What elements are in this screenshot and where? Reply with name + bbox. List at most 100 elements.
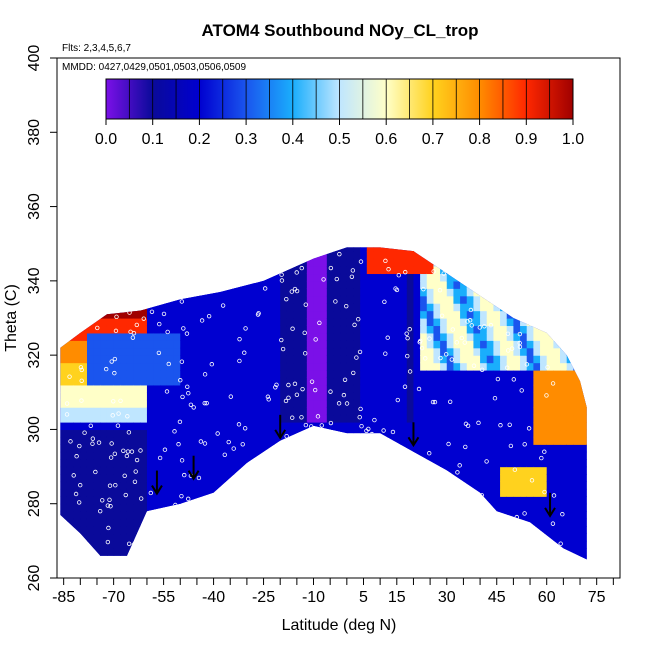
heat-cell (306, 370, 315, 379)
heat-cell (346, 414, 355, 423)
heat-cell (86, 496, 95, 505)
heat-cell (160, 340, 168, 349)
heat-cell (453, 526, 461, 535)
heat-cell (260, 533, 268, 542)
heat-cell (180, 247, 188, 252)
heat-cell (280, 377, 288, 386)
heat-cell (266, 526, 275, 535)
heat-cell (373, 325, 381, 334)
heat-cell (320, 347, 328, 356)
heat-cell (360, 325, 368, 334)
heat-cell (100, 548, 108, 557)
heat-cell (186, 488, 195, 497)
obs-point (201, 252, 206, 257)
heat-cell (313, 384, 321, 393)
heat-cell (80, 488, 88, 497)
heat-cell (386, 247, 395, 252)
heat-cell (280, 511, 288, 520)
colorbar-tick-label: 0.0 (95, 131, 117, 148)
heat-cell (346, 422, 355, 431)
heat-cell (540, 466, 548, 475)
obs-point (393, 523, 398, 528)
heat-cell (106, 466, 115, 475)
heat-cell (520, 377, 528, 386)
heat-cell (326, 444, 335, 453)
heat-cell (573, 377, 581, 386)
obs-point (511, 377, 516, 382)
obs-point (315, 414, 321, 419)
heat-cell (486, 548, 495, 557)
heat-cell (580, 451, 587, 460)
heat-cell (213, 444, 221, 453)
heat-cell (146, 273, 155, 282)
obs-point (400, 462, 405, 468)
heat-cell (333, 332, 341, 341)
heat-cell (173, 459, 181, 468)
heat-cell (313, 451, 321, 460)
heat-cell (173, 288, 181, 297)
obs-point (547, 543, 552, 549)
heat-cell (146, 362, 155, 371)
obs-point (294, 477, 299, 483)
heat-cell (266, 310, 275, 319)
heat-cell (73, 280, 81, 289)
heat-cell (140, 247, 148, 252)
heat-cell (326, 466, 335, 475)
heat-cell (473, 511, 481, 520)
heat-cell (587, 504, 594, 512)
obs-point (287, 494, 292, 500)
heat-cell (486, 318, 495, 327)
heat-cell (573, 503, 581, 512)
heat-cell (353, 310, 361, 319)
heat-cell (426, 362, 435, 371)
heat-cell (193, 414, 201, 423)
heat-cell (206, 295, 215, 304)
heat-cell (240, 266, 248, 275)
obs-point (279, 278, 285, 283)
heat-cell (513, 540, 521, 549)
heat-cell (293, 422, 301, 431)
heat-cell (266, 481, 275, 490)
heat-cell (360, 503, 368, 512)
heat-cell (253, 266, 261, 275)
obs-point (319, 423, 324, 428)
heat-cell (166, 414, 175, 423)
heat-cell (360, 451, 368, 460)
heat-cell (420, 318, 428, 327)
heat-cell (493, 332, 501, 341)
heat-cell (520, 247, 528, 252)
heat-cell (440, 392, 448, 401)
heat-cell (587, 370, 594, 378)
heat-cell (420, 518, 428, 527)
heat-cell (393, 392, 401, 401)
heat-cell (386, 303, 395, 312)
heat-cell (273, 414, 281, 423)
heat-cell (186, 355, 195, 364)
heat-cell (286, 503, 295, 512)
obs-point (185, 496, 191, 502)
heat-cell (206, 384, 215, 393)
heat-cell (346, 303, 355, 312)
heat-cell (140, 347, 148, 356)
heat-cell (380, 451, 388, 460)
heat-cell (333, 340, 341, 349)
heat-cell (140, 325, 148, 334)
heat-cell (246, 511, 255, 520)
heat-cell (373, 451, 381, 460)
obs-point (156, 350, 162, 356)
heat-cell (573, 280, 581, 289)
heat-cell (226, 451, 235, 460)
heat-cell (553, 310, 561, 319)
heat-cell (520, 325, 528, 334)
obs-point (114, 314, 119, 320)
heat-cell (553, 407, 561, 416)
heat-cell (300, 247, 308, 252)
heat-cell (220, 347, 228, 356)
heat-cell (480, 488, 488, 497)
heat-cell (273, 459, 281, 468)
heat-cell (513, 399, 521, 408)
heat-cell (147, 236, 154, 244)
heat-cell (240, 555, 248, 560)
obs-point (73, 491, 79, 497)
heat-cell (240, 355, 248, 364)
